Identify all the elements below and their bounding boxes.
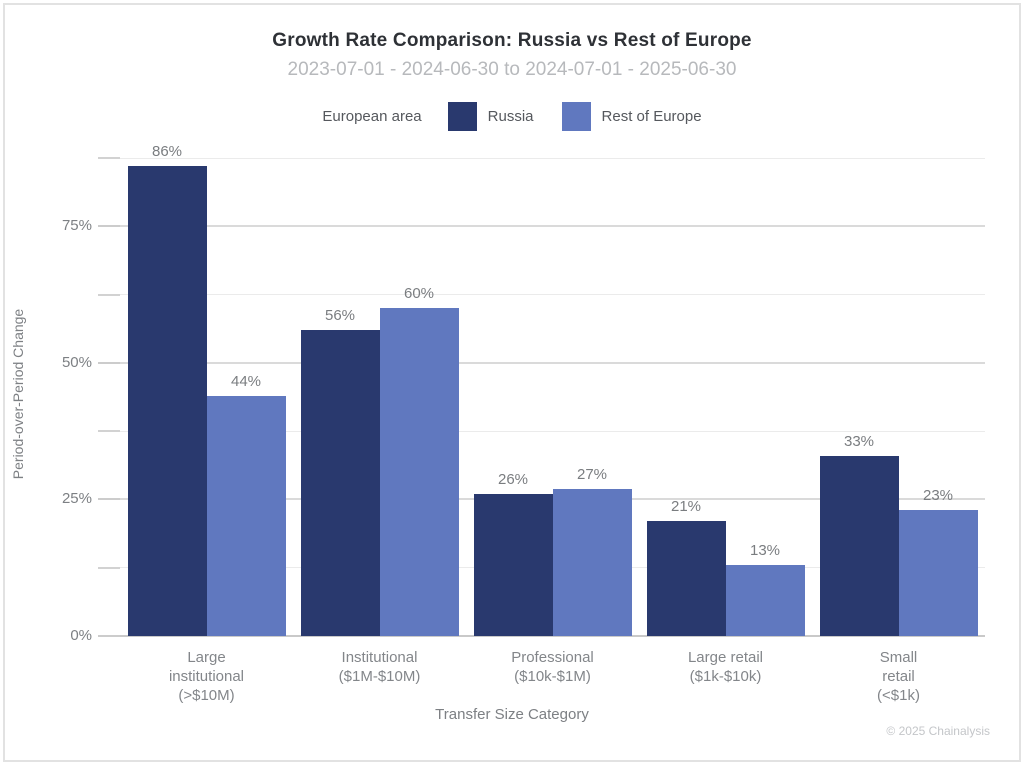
legend-item-rest-of-europe: Rest of Europe [561,102,702,131]
copyright-notice: © 2025 Chainalysis [886,724,990,738]
bar-russia [300,330,380,636]
y-axis-minor-tick [98,157,120,160]
major-gridline [120,225,985,228]
bar-value-label: 26% [497,471,529,489]
y-axis-minor-tick [98,293,120,296]
x-tick-label: Large institutional (>$10M) [168,649,245,704]
y-axis-minor-tick [98,430,120,433]
bar-value-label: 21% [670,498,702,516]
y-axis-tick [98,361,120,364]
bar-value-label: 23% [922,487,954,505]
y-axis-minor-tick [98,566,120,569]
bar-russia [473,494,553,636]
bar-value-label: 27% [576,465,608,483]
legend-swatch-rest-of-europe-icon [561,102,591,131]
x-tick-label: Professional ($10k-$1M) [511,649,594,685]
y-axis-tick [98,635,120,637]
y-axis-title: Period-over-Period Change [10,308,26,480]
x-axis-title: Transfer Size Category [435,706,589,723]
bar-rest-of-europe [725,565,805,636]
bar-rest-of-europe [206,395,286,636]
minor-gridline [120,430,985,432]
y-tick-label: 50% [61,353,92,371]
bar-russia [127,166,207,636]
x-tick-label: Institutional ($1M-$10M) [338,649,421,685]
bar-value-label: 33% [843,432,875,450]
bar-value-label: 60% [403,285,435,303]
legend-item-label: Rest of Europe [601,108,702,125]
y-axis-tick [98,498,120,501]
chart-subtitle: 2023-07-01 - 2024-06-30 to 2024-07-01 - … [287,59,737,80]
bar-value-label: 44% [230,372,262,390]
chart-title: Growth Rate Comparison: Russia vs Rest o… [272,30,752,51]
bar-russia [646,521,726,636]
legend-item-label: Russia [487,108,534,125]
zero-gridline [120,635,985,637]
bar-value-label: 56% [324,307,356,325]
y-tick-label: 25% [61,490,92,508]
y-tick-label: 75% [61,217,92,235]
bar-russia [819,455,899,636]
bar-rest-of-europe [898,510,978,636]
major-gridline [120,361,985,364]
y-axis-tick [98,225,120,228]
bar-rest-of-europe [379,308,459,636]
bar-value-label: 86% [151,143,183,161]
bar-rest-of-europe [552,488,632,636]
x-tick-label: Large retail ($1k-$10k) [687,649,764,685]
minor-gridline [120,294,985,296]
legend-item-russia: Russia [447,102,534,131]
bar-value-label: 13% [749,542,781,559]
x-tick-label: Small retail (<$1k) [877,649,920,704]
legend-swatch-russia-icon [447,102,477,131]
minor-gridline [120,157,985,159]
legend-title: European area [322,108,422,125]
y-tick-label: 0% [70,627,92,644]
legend: European area Russia Rest of Europe [0,101,1024,132]
